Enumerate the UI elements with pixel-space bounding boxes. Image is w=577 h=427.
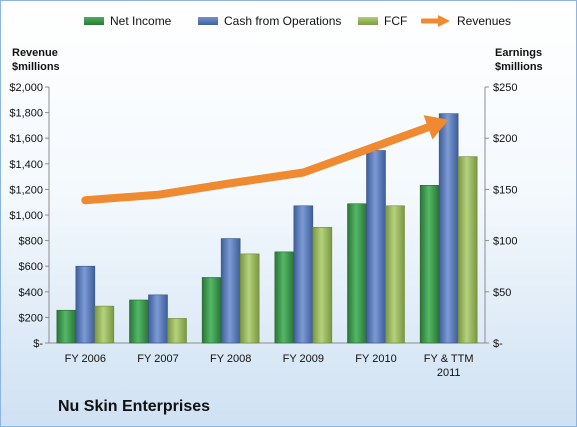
x-tick-label: FY 2007 — [137, 353, 178, 365]
right-tick-label: $150 — [493, 184, 517, 196]
legend-label-revenues: Revenues — [457, 14, 512, 28]
bar-cash-from-operations — [148, 294, 168, 344]
legend-item-revenues: Revenues — [421, 14, 511, 28]
right-axis-title-line2: $millions — [495, 61, 543, 73]
right-tick-label: $- — [493, 338, 503, 350]
bar-net-income — [129, 299, 149, 344]
legend-label-net-income: Net Income — [110, 14, 172, 28]
bar-fcf — [457, 156, 478, 344]
bar-cash-from-operations — [293, 205, 314, 344]
x-tick-label: 2011 — [437, 367, 461, 379]
left-tick-label: $1,200 — [9, 184, 43, 196]
left-tick-label: $- — [33, 338, 43, 350]
cash-from-operations-swatch — [198, 17, 218, 25]
left-tick-label: $800 — [19, 236, 43, 248]
left-axis-title: Revenue $millions — [12, 46, 60, 74]
right-tick-label: $250 — [493, 82, 517, 94]
bar-fcf — [239, 253, 260, 344]
right-tick-label: $200 — [493, 133, 517, 145]
chart-legend: Net Income Cash from Operations FCF Reve… — [1, 14, 576, 34]
left-tick-label: $1,800 — [9, 108, 43, 120]
left-tick-label: $600 — [19, 261, 43, 273]
left-tick-label: $1,400 — [9, 159, 43, 171]
bar-net-income — [274, 251, 295, 344]
bar-net-income — [419, 185, 440, 344]
x-tick-label: FY 2009 — [283, 353, 324, 365]
bar-cash-from-operations — [75, 265, 96, 344]
x-tick-label: FY & TTM — [424, 353, 474, 365]
bar-net-income — [56, 309, 77, 344]
bar-cash-from-operations — [366, 150, 386, 344]
left-tick-label: $1,000 — [9, 210, 43, 222]
right-axis-title-line1: Earnings — [495, 47, 543, 59]
bar-cash-from-operations — [438, 113, 459, 344]
bar-net-income — [201, 277, 222, 344]
left-tick-label: $400 — [19, 287, 43, 299]
legend-item-fcf: FCF — [358, 14, 407, 28]
x-tick-label: FY 2008 — [210, 353, 251, 365]
revenues-line — [81, 122, 434, 205]
revenues-arrowhead — [423, 115, 449, 140]
bar-cash-from-operations — [220, 238, 241, 344]
left-axis-title-line1: Revenue — [12, 47, 58, 59]
x-tick-label: FY 2006 — [65, 353, 106, 365]
right-axis-title: Earnings $millions — [495, 46, 543, 74]
bar-fcf — [94, 305, 115, 344]
legend-item-net-income: Net Income — [84, 14, 171, 28]
net-income-swatch — [84, 17, 104, 25]
revenues-arrow-icon — [421, 15, 450, 27]
right-tick-label: $50 — [493, 287, 511, 299]
legend-item-cash-from-operations: Cash from Operations — [198, 14, 341, 28]
company-name: Nu Skin Enterprises — [58, 398, 211, 415]
right-tick-label: $100 — [493, 236, 517, 248]
left-tick-label: $2,000 — [9, 82, 43, 94]
fcf-swatch — [358, 17, 378, 25]
left-axis-title-line2: $millions — [12, 61, 60, 73]
bar-net-income — [347, 203, 367, 344]
legend-label-cash-from-operations: Cash from Operations — [224, 14, 342, 28]
left-tick-label: $1,600 — [9, 133, 43, 145]
x-tick-label: FY 2010 — [355, 353, 396, 365]
bar-fcf — [167, 318, 187, 344]
bar-fcf — [385, 205, 405, 344]
bar-fcf — [312, 226, 333, 344]
left-tick-label: $200 — [19, 312, 43, 324]
legend-label-fcf: FCF — [384, 14, 408, 28]
